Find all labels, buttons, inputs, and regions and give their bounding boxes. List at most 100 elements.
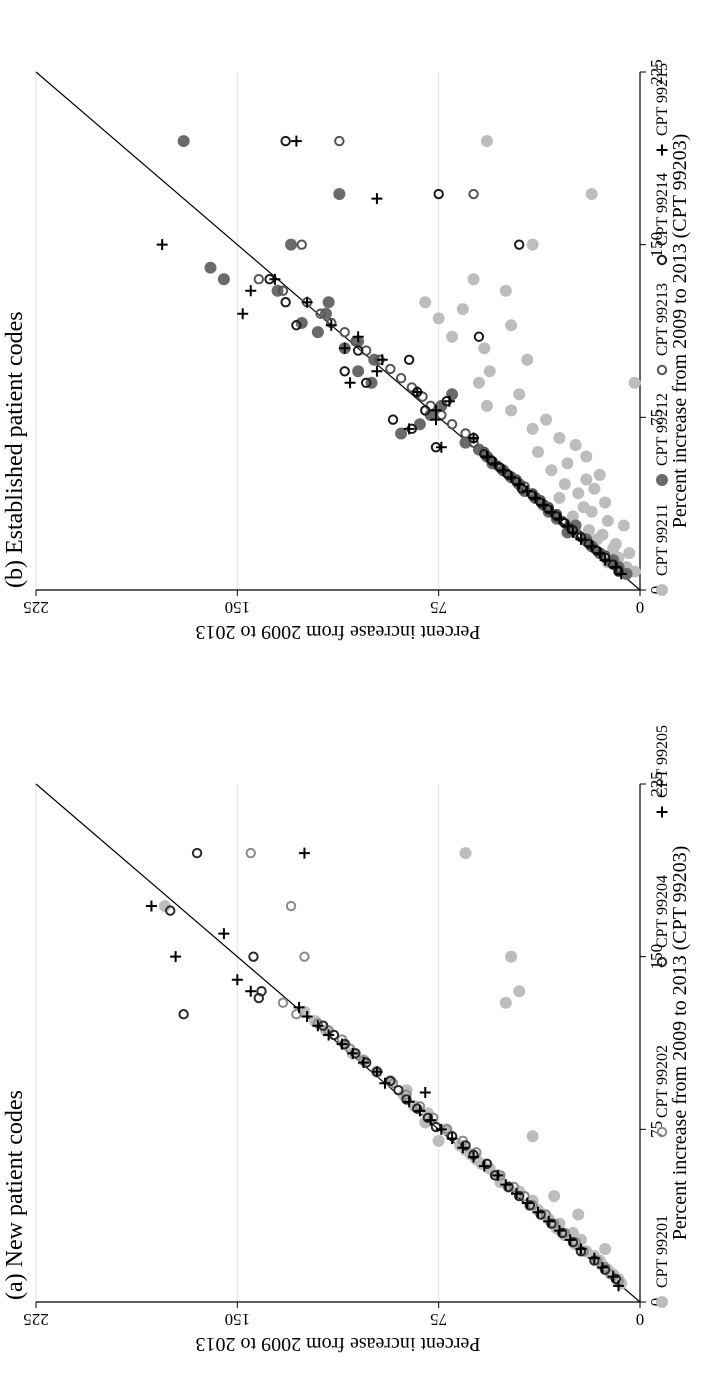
- data-point: [613, 1280, 625, 1292]
- data-point: [531, 445, 544, 458]
- y-tick-label: 225: [23, 598, 49, 617]
- data-point: [586, 540, 598, 552]
- data-point: [601, 514, 614, 527]
- data-point: [545, 464, 558, 477]
- data-point: [446, 1133, 458, 1145]
- data-point: [237, 308, 249, 320]
- series-cpt-99202: [245, 847, 624, 1287]
- x-tick-label: 225: [647, 771, 666, 797]
- data-point: [395, 372, 407, 384]
- data-point: [298, 847, 310, 859]
- data-point: [401, 1094, 412, 1105]
- y-tick-label: 75: [430, 598, 447, 617]
- data-point: [253, 273, 265, 285]
- data-point: [245, 847, 256, 859]
- data-point: [585, 188, 598, 201]
- legend-label: CPT 99213: [654, 283, 671, 356]
- series-cpt-99214: [264, 135, 624, 577]
- legend: CPT 99201 CPT 99202 CPT 99204 CPT 99205: [654, 725, 671, 1308]
- data-point: [497, 464, 509, 476]
- data-point: [285, 900, 297, 912]
- data-point: [503, 1181, 514, 1193]
- data-point: [428, 1112, 439, 1124]
- data-point: [417, 391, 428, 402]
- data-point: [582, 524, 595, 537]
- data-point: [446, 330, 459, 343]
- data-point: [411, 1103, 423, 1114]
- data-point: [468, 432, 480, 444]
- data-point: [371, 365, 383, 377]
- legend-marker: [656, 474, 668, 486]
- data-point: [553, 1225, 565, 1237]
- panel-title: (b) Established patient codes: [2, 311, 28, 588]
- data-point: [170, 951, 182, 963]
- data-point: [177, 135, 190, 148]
- data-point: [505, 471, 517, 483]
- legend-label: CPT 99211: [654, 504, 671, 576]
- data-point: [483, 365, 496, 378]
- data-point: [352, 365, 365, 378]
- data-point: [413, 418, 426, 431]
- chart-panel-2: 075150225075150225Percent increase from …: [2, 59, 691, 643]
- data-point: [481, 1158, 493, 1170]
- data-point: [352, 331, 364, 343]
- data-point: [422, 1112, 434, 1124]
- data-point: [432, 312, 445, 325]
- data-point: [575, 533, 587, 545]
- data-point: [280, 135, 291, 147]
- data-point: [580, 473, 593, 486]
- data-point: [420, 405, 431, 416]
- data-point: [433, 188, 444, 200]
- data-point: [424, 409, 437, 422]
- data-point: [344, 377, 356, 389]
- data-point: [430, 404, 442, 416]
- data-point: [596, 528, 609, 541]
- data-point: [322, 296, 335, 309]
- data-point: [467, 273, 480, 286]
- data-point: [457, 1142, 469, 1154]
- legend-marker: [656, 254, 668, 266]
- data-point: [561, 457, 574, 470]
- legend-marker: [656, 1296, 668, 1308]
- data-point: [473, 331, 485, 342]
- data-point: [145, 900, 157, 912]
- data-point: [529, 492, 541, 504]
- data-point: [430, 414, 442, 426]
- x-tick-label: 150: [647, 944, 666, 970]
- legend-label: CPT 99214: [654, 173, 671, 246]
- data-point: [580, 450, 593, 463]
- data-point: [593, 468, 606, 481]
- data-point: [301, 296, 313, 308]
- data-point: [403, 423, 415, 435]
- data-point: [594, 547, 606, 559]
- data-point: [425, 1114, 437, 1126]
- data-point: [479, 448, 490, 460]
- data-point: [599, 496, 612, 509]
- data-point: [513, 388, 526, 401]
- data-point: [406, 382, 418, 393]
- data-point: [599, 1264, 611, 1275]
- x-axis-title: Percent increase from 2009 to 2013 (CPT …: [669, 134, 691, 529]
- data-point: [419, 1086, 431, 1098]
- data-point: [277, 997, 289, 1008]
- data-point: [156, 239, 168, 251]
- legend: CPT 99211 CPT 99212 CPT 99213 CPT 99214 CPT …: [654, 63, 671, 596]
- legend-marker: [656, 956, 668, 968]
- data-point: [617, 519, 630, 532]
- data-point: [607, 1271, 619, 1283]
- data-point: [526, 238, 539, 251]
- data-point: [204, 261, 217, 274]
- data-point: [521, 353, 534, 366]
- data-point: [295, 316, 308, 329]
- data-point: [446, 388, 459, 401]
- data-point: [478, 1160, 490, 1172]
- data-point: [572, 1208, 585, 1221]
- data-point: [425, 400, 436, 412]
- data-point: [245, 285, 257, 297]
- data-point: [500, 1179, 512, 1191]
- data-point: [480, 135, 493, 148]
- data-point: [371, 193, 383, 205]
- data-point: [472, 376, 485, 389]
- data-point: [158, 900, 171, 913]
